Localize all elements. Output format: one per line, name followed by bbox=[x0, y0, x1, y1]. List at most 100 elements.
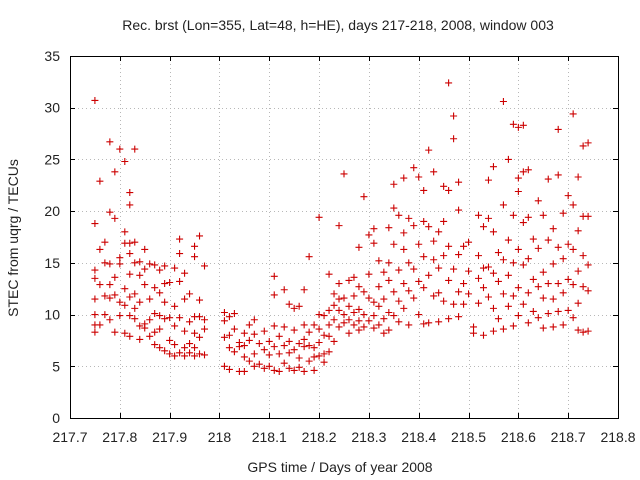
data-point bbox=[460, 280, 468, 288]
data-point bbox=[470, 323, 478, 331]
data-point bbox=[340, 319, 348, 327]
data-point bbox=[445, 186, 453, 194]
data-point bbox=[390, 204, 398, 212]
data-point bbox=[131, 290, 139, 298]
x-tick-label: 218.8 bbox=[600, 429, 635, 445]
data-point bbox=[325, 306, 333, 314]
data-point bbox=[300, 335, 308, 343]
data-point bbox=[310, 344, 318, 352]
data-point bbox=[539, 268, 547, 276]
data-point bbox=[260, 364, 268, 372]
data-point bbox=[156, 266, 164, 274]
data-point bbox=[330, 337, 338, 345]
data-point bbox=[335, 295, 343, 303]
data-point bbox=[405, 287, 413, 295]
data-point bbox=[295, 363, 303, 371]
data-point bbox=[300, 343, 308, 351]
data-point bbox=[420, 253, 428, 261]
data-point bbox=[320, 331, 328, 339]
data-point bbox=[111, 168, 119, 176]
data-point bbox=[220, 362, 228, 370]
data-point bbox=[225, 313, 233, 321]
data-point bbox=[91, 274, 99, 282]
data-point bbox=[230, 348, 238, 356]
data-point bbox=[235, 343, 243, 351]
data-point bbox=[325, 348, 333, 356]
data-point bbox=[415, 240, 423, 248]
data-point bbox=[305, 342, 313, 350]
data-point bbox=[450, 135, 458, 143]
data-point bbox=[445, 315, 453, 323]
data-point bbox=[544, 310, 552, 318]
data-point bbox=[126, 293, 134, 301]
data-point bbox=[425, 271, 433, 279]
data-point bbox=[320, 312, 328, 320]
data-point bbox=[315, 213, 323, 221]
data-point bbox=[275, 350, 283, 358]
data-point bbox=[151, 328, 159, 336]
data-point bbox=[355, 243, 363, 251]
data-point bbox=[484, 263, 492, 271]
data-point bbox=[171, 322, 179, 330]
data-point bbox=[196, 350, 204, 358]
data-point bbox=[101, 311, 109, 319]
data-point bbox=[111, 291, 119, 299]
x-tick-label: 218.4 bbox=[401, 429, 436, 445]
data-point bbox=[509, 322, 517, 330]
data-point bbox=[420, 320, 428, 328]
data-point bbox=[415, 173, 423, 181]
data-point bbox=[544, 280, 552, 288]
data-point bbox=[290, 304, 298, 312]
data-point bbox=[390, 288, 398, 296]
data-point bbox=[161, 298, 169, 306]
data-point bbox=[290, 366, 298, 374]
data-point bbox=[380, 268, 388, 276]
data-point bbox=[569, 281, 577, 289]
data-point bbox=[400, 229, 408, 237]
data-point bbox=[260, 346, 268, 354]
data-point bbox=[549, 260, 557, 268]
data-point bbox=[315, 325, 323, 333]
data-point bbox=[126, 201, 134, 209]
data-point bbox=[489, 163, 497, 171]
data-point bbox=[161, 315, 169, 323]
data-point bbox=[171, 264, 179, 272]
data-point bbox=[425, 223, 433, 231]
data-point bbox=[440, 217, 448, 225]
data-point bbox=[410, 222, 418, 230]
data-point bbox=[186, 349, 194, 357]
data-point bbox=[509, 120, 517, 128]
data-point bbox=[131, 259, 139, 267]
data-point bbox=[435, 264, 443, 272]
data-point bbox=[305, 357, 313, 365]
x-tick-label: 218.6 bbox=[501, 429, 536, 445]
data-point bbox=[465, 238, 473, 246]
data-point bbox=[574, 326, 582, 334]
data-point bbox=[380, 295, 388, 303]
data-point bbox=[136, 271, 144, 279]
data-point bbox=[171, 341, 179, 349]
data-point bbox=[151, 310, 159, 318]
data-point bbox=[240, 353, 248, 361]
data-point bbox=[156, 312, 164, 320]
data-point bbox=[310, 366, 318, 374]
data-point bbox=[280, 323, 288, 331]
data-point bbox=[380, 315, 388, 323]
y-tick-label: 5 bbox=[52, 358, 60, 374]
data-point bbox=[280, 286, 288, 294]
data-point bbox=[310, 353, 318, 361]
data-point bbox=[554, 280, 562, 288]
data-point bbox=[350, 321, 358, 329]
data-point bbox=[534, 283, 542, 291]
data-point bbox=[435, 228, 443, 236]
data-point bbox=[435, 289, 443, 297]
data-point bbox=[121, 157, 129, 165]
data-point bbox=[519, 121, 527, 129]
data-point bbox=[465, 290, 473, 298]
data-point bbox=[494, 277, 502, 285]
data-point bbox=[320, 350, 328, 358]
axis-ticks bbox=[70, 56, 619, 419]
data-point bbox=[494, 315, 502, 323]
data-point bbox=[146, 260, 154, 268]
